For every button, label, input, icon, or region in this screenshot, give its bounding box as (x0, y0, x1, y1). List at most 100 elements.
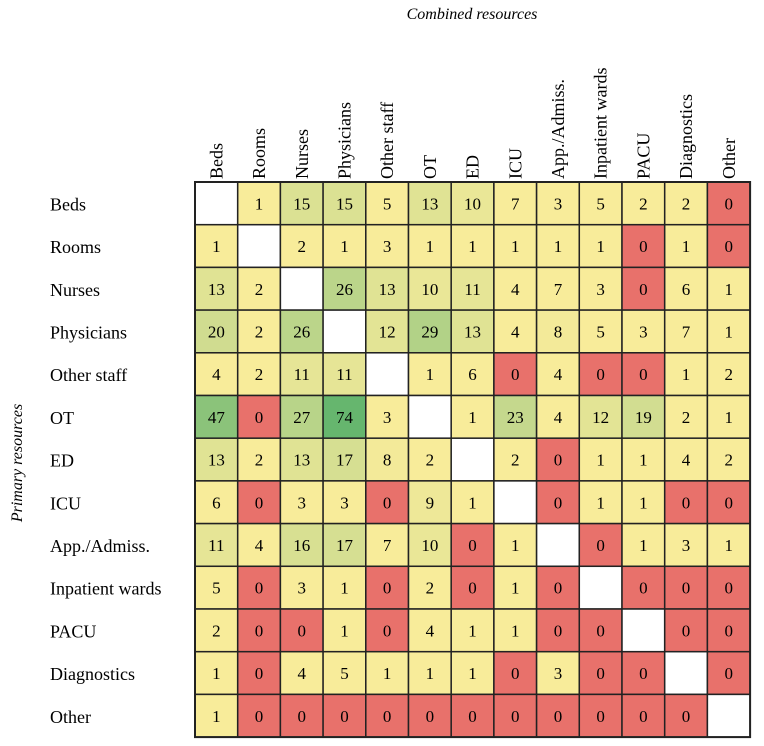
heatmap-cell (621, 309, 666, 354)
cell-value-label: 0 (383, 707, 392, 726)
cell-value-label: 4 (255, 536, 264, 555)
cell-value-label: 1 (639, 536, 648, 555)
heatmap-cell (279, 480, 324, 525)
cell-value-label: 0 (554, 621, 563, 640)
cell-value-label: 4 (511, 280, 520, 299)
heatmap-cell (407, 266, 452, 311)
heatmap-cell (450, 309, 495, 354)
cell-value-label: 10 (421, 280, 438, 299)
cell-value-label: 3 (554, 664, 563, 683)
heatmap-cell (493, 565, 538, 610)
heatmap-cell (493, 522, 538, 568)
cell-value-label: 0 (725, 621, 734, 640)
cell-value-label: 2 (639, 194, 648, 213)
x-axis-title: Combined resources (407, 6, 538, 23)
heatmap-cell (407, 437, 452, 482)
cell-value-label: 1 (639, 451, 648, 470)
cell-value-label: 7 (383, 536, 392, 555)
cell-value-label: 1 (725, 536, 734, 555)
cell-value-label: 0 (596, 621, 605, 640)
heatmap-cell (450, 608, 495, 653)
cell-value-label: 4 (511, 322, 520, 341)
cell-value-label: 0 (255, 579, 264, 598)
row-label: ICU (50, 493, 81, 513)
cell-value-label: 1 (596, 451, 605, 470)
heatmap-cell (194, 394, 239, 439)
heatmap-cell (706, 693, 751, 738)
cell-value-label: 4 (426, 621, 435, 640)
cell-value-label: 1 (468, 237, 477, 256)
column-label: Other (719, 138, 739, 179)
heatmap-cell (535, 522, 581, 568)
heatmap-cell (535, 608, 581, 653)
heatmap-cell (194, 608, 239, 653)
heatmap-cell (194, 480, 239, 525)
cell-value-label: 0 (255, 664, 264, 683)
column-label: PACU (633, 133, 653, 179)
cell-value-label: 0 (554, 493, 563, 512)
heatmap-cell (365, 352, 410, 397)
cell-value-label: 1 (383, 664, 392, 683)
cell-value-label: 6 (212, 493, 221, 512)
cell-value-label: 0 (255, 408, 264, 427)
cell-value-label: 3 (554, 194, 563, 213)
row-label: OT (50, 408, 74, 428)
column-label: Inpatient wards (591, 68, 611, 179)
heatmap-cell (279, 223, 324, 269)
heatmap-cell (194, 437, 239, 482)
heatmap-cell (493, 608, 538, 653)
cell-value-label: 3 (340, 493, 349, 512)
cell-value-label: 1 (340, 237, 349, 256)
heatmap-cell (194, 309, 239, 354)
heatmap-cell (706, 394, 751, 439)
heatmap-cell (450, 650, 495, 696)
cell-value-label: 0 (682, 707, 691, 726)
column-label: App./Admiss. (548, 79, 568, 179)
cell-value-label: 1 (511, 536, 520, 555)
heatmap-cell (663, 650, 709, 696)
heatmap-cell (663, 352, 709, 397)
cell-value-label: 15 (293, 194, 310, 213)
heatmap-cell (578, 437, 623, 482)
heatmap-frame (194, 181, 752, 739)
heatmap-cell (621, 608, 666, 653)
cell-value-label: 8 (554, 322, 563, 341)
heatmap-cell (279, 437, 324, 482)
heatmap-cell (578, 223, 623, 269)
heatmap-cell (535, 352, 581, 397)
heatmap-cell (493, 352, 538, 397)
cell-value-label: 2 (682, 408, 691, 427)
cell-value-label: 1 (511, 621, 520, 640)
cell-value-label: 0 (511, 664, 520, 683)
cell-value-label: 1 (725, 322, 734, 341)
cell-value-label: 0 (639, 280, 648, 299)
cell-value-label: 4 (298, 664, 307, 683)
cell-value-label: 27 (293, 408, 311, 427)
heatmap-cell (450, 522, 495, 568)
row-label: Other (50, 707, 91, 727)
heatmap-cell (706, 309, 751, 354)
heatmap-cell (322, 480, 367, 525)
cell-values: 1 15 15 5 13 10 7 3 5 2 2 01 2 1 3 1 1 1 1 1 0 1 013 2 26 13 10 11 4… (208, 194, 733, 725)
cell-value-label: 5 (596, 322, 605, 341)
heatmap-cell (279, 608, 324, 653)
row-label: App./Admiss. (50, 536, 150, 556)
heatmap-cell (621, 437, 666, 482)
cell-value-label: 0 (255, 493, 264, 512)
cell-value-label: 26 (336, 280, 353, 299)
cell-value-label: 1 (468, 664, 477, 683)
cell-value-label: 47 (208, 408, 226, 427)
cell-value-label: 13 (379, 280, 396, 299)
cell-value-label: 1 (682, 365, 691, 384)
cell-value-label: 8 (383, 451, 392, 470)
cell-value-label: 0 (511, 365, 520, 384)
cell-value-label: 0 (725, 579, 734, 598)
cell-value-label: 0 (554, 451, 563, 470)
heatmap-cell (236, 608, 282, 653)
heatmap-cell (450, 352, 495, 397)
heatmap-cell (322, 266, 367, 311)
heatmap-cell (322, 437, 367, 482)
cell-value-label: 10 (464, 194, 481, 213)
cell-value-label: 2 (212, 621, 221, 640)
cell-value-label: 0 (596, 664, 605, 683)
